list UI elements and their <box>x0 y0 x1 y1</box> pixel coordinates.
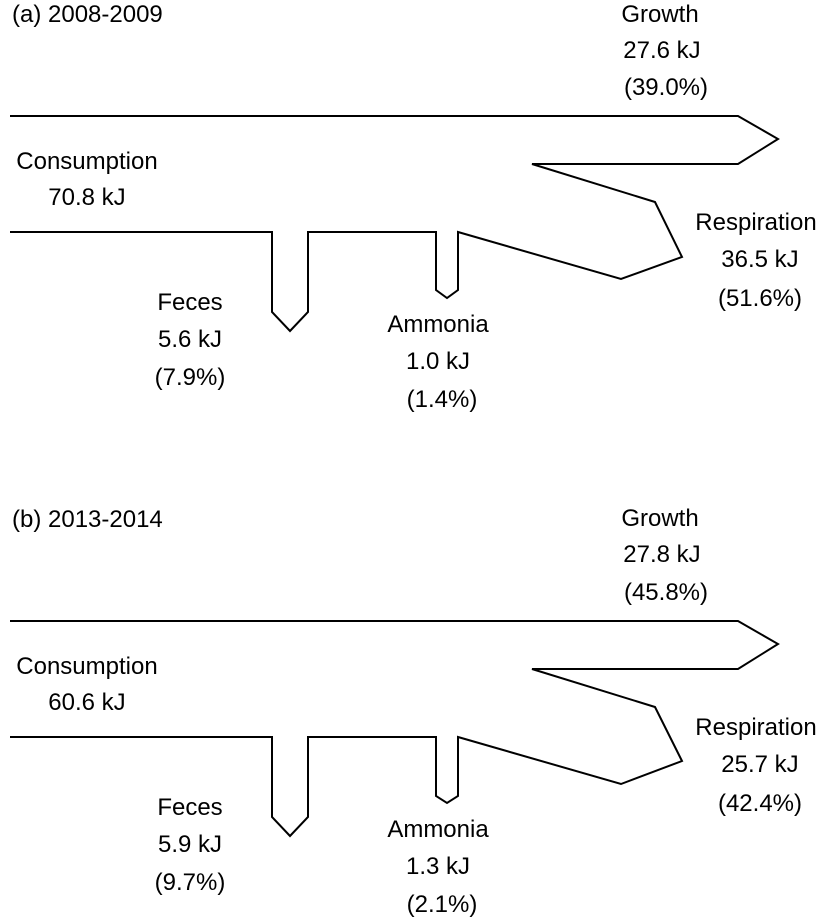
svg-text:60.6 kJ: 60.6 kJ <box>48 689 125 716</box>
panel-a: (a) 2008-2009 Growth 27.6 kJ (39.0%) Con… <box>10 1 817 413</box>
svg-text:(42.4%): (42.4%) <box>718 790 802 817</box>
svg-text:(7.9%): (7.9%) <box>155 364 226 391</box>
svg-text:(45.8%): (45.8%) <box>624 579 708 606</box>
consumption-label: Consumption 60.6 kJ <box>16 653 157 716</box>
svg-text:(1.4%): (1.4%) <box>407 386 478 413</box>
svg-text:Ammonia: Ammonia <box>387 816 489 843</box>
svg-text:(51.6%): (51.6%) <box>718 285 802 312</box>
svg-text:Growth: Growth <box>621 505 698 532</box>
growth-label: Growth 27.6 kJ (39.0%) <box>621 1 708 101</box>
feces-label: Feces 5.9 kJ (9.7%) <box>155 794 226 896</box>
svg-text:5.6 kJ: 5.6 kJ <box>158 326 222 353</box>
consumption-label: Consumption 70.8 kJ <box>16 148 157 211</box>
svg-text:1.3 kJ: 1.3 kJ <box>406 853 470 880</box>
svg-text:Ammonia: Ammonia <box>387 311 489 338</box>
respiration-label: Respiration 36.5 kJ (51.6%) <box>695 209 816 312</box>
svg-text:70.8 kJ: 70.8 kJ <box>48 184 125 211</box>
svg-text:Consumption: Consumption <box>16 653 157 680</box>
svg-text:27.8 kJ: 27.8 kJ <box>623 541 700 568</box>
growth-label: Growth 27.8 kJ (45.8%) <box>621 505 708 606</box>
flow-outline <box>10 620 780 838</box>
svg-text:Feces: Feces <box>157 794 222 821</box>
flow-outline <box>10 115 780 333</box>
svg-text:25.7 kJ: 25.7 kJ <box>721 751 798 778</box>
svg-text:Consumption: Consumption <box>16 148 157 175</box>
svg-text:(39.0%): (39.0%) <box>624 74 708 101</box>
svg-text:(9.7%): (9.7%) <box>155 869 226 896</box>
svg-text:(2.1%): (2.1%) <box>407 891 478 918</box>
panel-b: (b) 2013-2014 Growth 27.8 kJ (45.8%) Con… <box>10 505 817 918</box>
svg-text:5.9 kJ: 5.9 kJ <box>158 831 222 858</box>
svg-text:Respiration: Respiration <box>695 714 816 741</box>
ammonia-label: Ammonia 1.3 kJ (2.1%) <box>387 816 489 918</box>
respiration-label: Respiration 25.7 kJ (42.4%) <box>695 714 816 817</box>
svg-text:36.5 kJ: 36.5 kJ <box>721 246 798 273</box>
ammonia-label: Ammonia 1.0 kJ (1.4%) <box>387 311 489 413</box>
svg-text:Feces: Feces <box>157 289 222 316</box>
panel-title: (a) 2008-2009 <box>12 1 163 28</box>
feces-label: Feces 5.6 kJ (7.9%) <box>155 289 226 391</box>
svg-text:Respiration: Respiration <box>695 209 816 236</box>
svg-text:1.0 kJ: 1.0 kJ <box>406 348 470 375</box>
svg-text:Growth: Growth <box>621 1 698 28</box>
panel-title: (b) 2013-2014 <box>12 506 163 533</box>
svg-text:27.6 kJ: 27.6 kJ <box>623 37 700 64</box>
